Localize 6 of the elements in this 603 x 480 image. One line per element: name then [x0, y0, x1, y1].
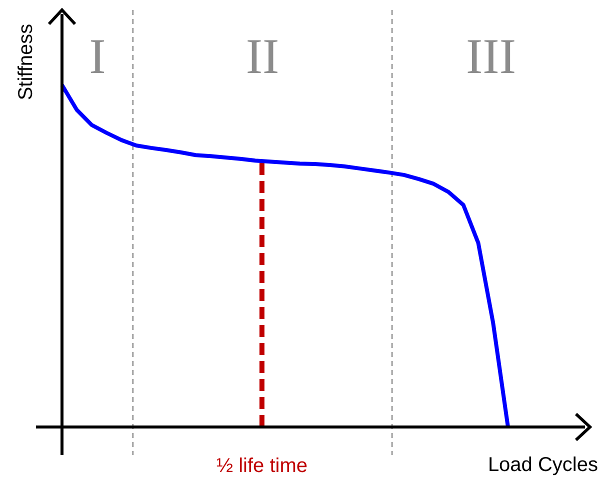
text: III	[466, 28, 516, 84]
x-axis-title: Load Cycles	[488, 454, 598, 476]
text: I	[89, 28, 106, 84]
y-axis-title: Stiffness	[15, 24, 37, 100]
text: ½ life time	[216, 455, 308, 477]
text: II	[246, 28, 280, 84]
